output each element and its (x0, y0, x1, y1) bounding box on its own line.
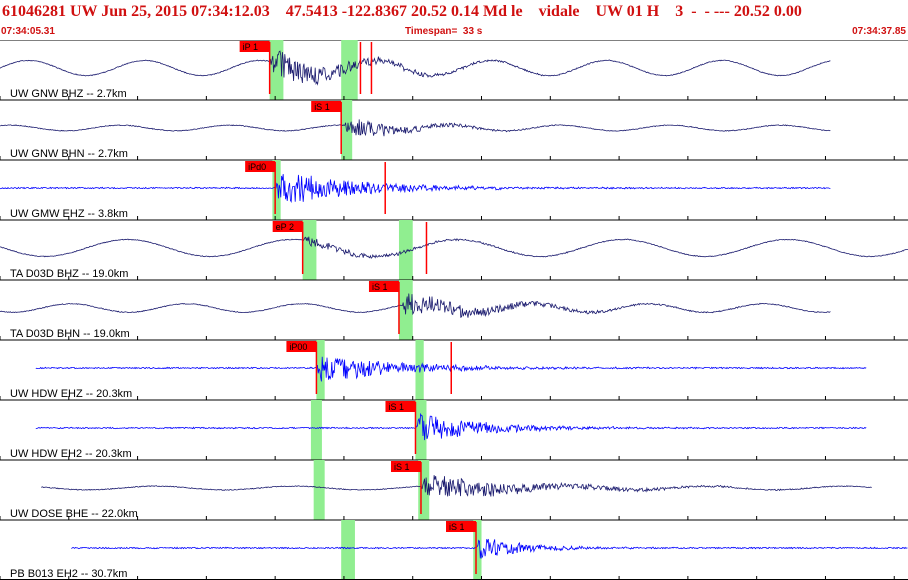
pick-label: iPd0 (248, 162, 266, 172)
pick-label: iP00 (289, 342, 307, 352)
time-ticks (0, 396, 895, 400)
trace-7: iS 1 UW HDW EH2 -- 20.3km (0, 399, 908, 460)
trace-5: iS 1 TA D03D BHN -- 19.0km (0, 279, 908, 340)
pick-window (316, 340, 325, 400)
waveform (0, 50, 831, 86)
pick-label: iS 1 (394, 462, 410, 472)
channel-label: UW HDW EHZ -- 20.3km (10, 388, 132, 400)
pick-label-box (368, 281, 399, 292)
pick-label: iS 1 (372, 282, 388, 292)
pick-label-box (385, 401, 416, 412)
pick-label-box (311, 101, 342, 112)
start-time-label: 07:34:05.31 (1, 26, 55, 37)
pick-window (418, 460, 430, 520)
waveform (0, 119, 831, 137)
channel-label: PB B013 EH2 -- 30.7km (10, 568, 127, 580)
pick-label-box (390, 461, 421, 472)
pick-label: iS 1 (388, 402, 404, 412)
seismogram-panel[interactable]: iP 1 UW GNW BHZ -- 2.7km iS 1 UW GNW BHN --… (0, 40, 908, 580)
phase-pick: iPd0 (245, 161, 276, 214)
time-ticks (0, 156, 895, 160)
seismogram-header: 61046281 UW Jun 25, 2015 07:34:12.03 47.… (0, 0, 908, 40)
pick-label: iS 1 (314, 102, 330, 112)
pick-label: iS 1 (449, 522, 465, 532)
pick-window (341, 40, 358, 100)
waveform (0, 293, 831, 318)
time-ticks (0, 516, 895, 520)
pick-label-box (286, 341, 317, 352)
pick-label-box (272, 221, 303, 232)
pick-window (398, 220, 413, 280)
trace-9: iS 1 PB B013 EH2 -- 30.7km (0, 519, 908, 580)
pick-label: eP 2 (276, 222, 294, 232)
waveform (41, 475, 872, 497)
pick-label: iP 1 (243, 42, 258, 52)
pick-window (269, 40, 284, 100)
waveform (35, 412, 867, 441)
channel-label: UW GNW BHN -- 2.7km (10, 148, 128, 160)
phase-pick: eP 2 (272, 221, 304, 274)
phase-pick: iS 1 (446, 521, 477, 574)
channel-label: TA D03D BHN -- 19.0km (10, 328, 130, 340)
channel-label: UW GNW BHZ -- 2.7km (10, 88, 127, 100)
trace-6: iP00 UW HDW EHZ -- 20.3km (0, 339, 908, 400)
time-ticks (0, 96, 895, 100)
pick-window (313, 460, 325, 520)
pick-label-box (446, 521, 477, 532)
trace-3: iPd0 UW GMW EHZ -- 3.8km (0, 159, 908, 220)
phase-pick: iP00 (286, 341, 318, 394)
end-time-label: 07:34:37.85 (852, 26, 906, 37)
time-ticks (0, 456, 895, 460)
phase-pick: iS 1 (368, 281, 400, 334)
channel-label: UW DOSE BHE -- 22.0km (10, 508, 138, 520)
timespan-label: Timespan= 33 s (405, 26, 483, 37)
channel-label: UW GMW EHZ -- 3.8km (10, 208, 128, 220)
phase-pick: iS 1 (390, 461, 422, 514)
pick-label-box (239, 41, 270, 52)
channel-label: TA D03D BHZ -- 19.0km (10, 268, 128, 280)
event-summary-title: 61046281 UW Jun 25, 2015 07:34:12.03 47.… (2, 3, 802, 20)
pick-window (415, 400, 427, 460)
pick-label-box (245, 161, 276, 172)
time-ticks (0, 336, 895, 340)
time-ticks (0, 276, 895, 280)
pick-window (473, 520, 482, 580)
phase-pick: iP 1 (239, 41, 271, 94)
pick-window (341, 520, 355, 580)
waveform (0, 174, 831, 203)
pick-window (272, 160, 281, 220)
trace-8: iS 1 UW DOSE BHE -- 22.0km (0, 459, 908, 520)
channel-label: UW HDW EH2 -- 20.3km (10, 448, 132, 460)
pick-window (302, 220, 317, 280)
time-ticks (0, 216, 895, 220)
waveform (71, 538, 908, 559)
phase-pick: iS 1 (385, 401, 417, 454)
phase-pick: iS 1 (311, 101, 342, 154)
trace-4: eP 2 TA D03D BHZ -- 19.0km (0, 219, 908, 280)
trace-1: iP 1 UW GNW BHZ -- 2.7km (0, 40, 908, 100)
pick-window (310, 400, 322, 460)
waveform (0, 236, 908, 259)
trace-2: iS 1 UW GNW BHN -- 2.7km (0, 99, 908, 160)
